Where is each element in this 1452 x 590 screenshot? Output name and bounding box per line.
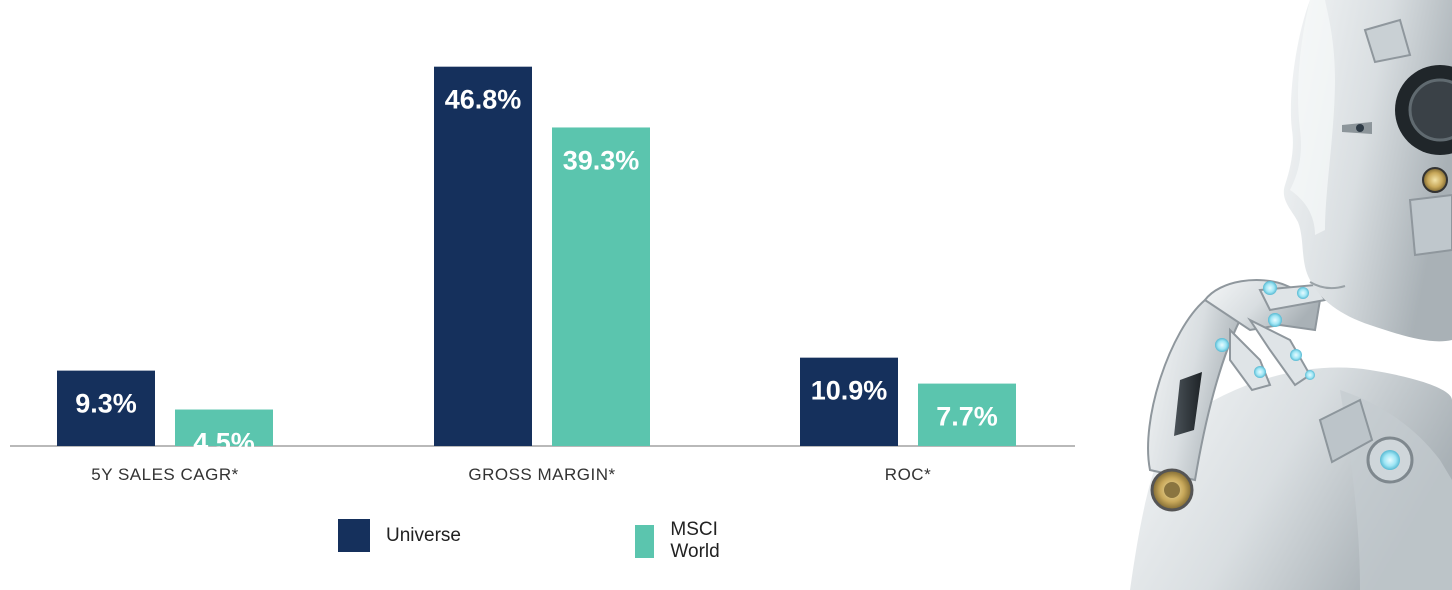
data-label-msci-world-0: 4.5% <box>193 428 255 458</box>
data-label-universe-0: 9.3% <box>75 389 137 419</box>
bar-universe-2 <box>800 357 898 446</box>
data-label-universe-1: 46.8% <box>445 85 522 115</box>
data-label-msci-world-1: 39.3% <box>563 145 640 175</box>
category-label-2: ROC* <box>885 465 931 484</box>
legend-label-msci-world: MSCI World <box>670 519 720 562</box>
legend-label-universe: Universe <box>386 524 461 546</box>
category-label-1: GROSS MARGIN* <box>468 465 615 484</box>
legend-item-universe: Universe <box>338 519 461 552</box>
data-label-universe-2: 10.9% <box>811 376 888 406</box>
bar-msci-world-2 <box>918 383 1016 446</box>
category-label-0: 5Y SALES CAGR* <box>91 465 238 484</box>
bar-universe-0 <box>57 370 155 446</box>
bar-chart: 9.3% 4.5% 5Y SALES CAGR* 46.8% 39.3% GROSS MA… <box>10 66 1075 484</box>
bar-msci-world-1 <box>552 127 650 446</box>
legend-item-msci-world: MSCI World <box>635 519 732 563</box>
data-label-msci-world-2: 7.7% <box>936 402 998 432</box>
robot-thinking-illustration <box>1130 0 1452 590</box>
legend-swatch-universe <box>338 519 370 552</box>
legend-swatch-msci-world <box>635 524 655 558</box>
bar-msci-world-0 <box>175 409 273 446</box>
bar-universe-1 <box>434 66 532 446</box>
